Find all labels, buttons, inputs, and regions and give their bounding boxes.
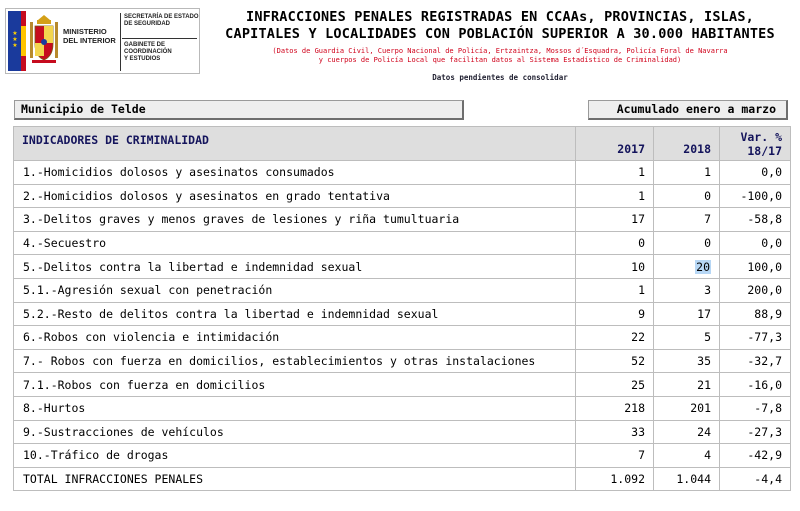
indicator-cell: 10.-Tráfico de drogas <box>13 443 576 468</box>
value-2018-cell: 20 <box>653 254 720 279</box>
indicator-cell: 7.- Robos con fuerza en domicilios, esta… <box>13 348 576 374</box>
value-2017-cell: 52 <box>575 348 654 374</box>
value-2017-cell: 7 <box>575 443 654 468</box>
page-subtitle: (Datos de Guardia Civil, Cuerpo Nacional… <box>272 47 728 64</box>
value-2018-cell: 1.044 <box>653 466 720 492</box>
coat-of-arms-icon <box>30 15 58 63</box>
column-header-variation: Var. % 18/17 <box>719 126 791 161</box>
table-row: 6.-Robos con violencia e intimidación 22 5… <box>13 325 791 350</box>
variation-cell: -7,8 <box>719 395 791 421</box>
value-2018-cell: 7 <box>653 207 720 232</box>
column-header-2017: 2017 <box>575 126 654 161</box>
table-row: 5.2.-Resto de delitos contra la libertad… <box>13 301 791 327</box>
indicator-cell: 2.-Homicidios dolosos y asesinatos en gr… <box>13 183 576 209</box>
variation-cell: -42,9 <box>719 443 791 468</box>
indicator-cell: 5.-Delitos contra la libertad e indemnid… <box>13 254 576 279</box>
spain-flag-icon <box>21 11 26 71</box>
value-2017-cell: 0 <box>575 230 654 256</box>
indicator-cell: 9.-Sustracciones de vehículos <box>13 419 576 445</box>
indicator-cell: 7.1.-Robos con fuerza en domicilios <box>13 372 576 397</box>
crime-indicators-table: INDICADORES DE CRIMINALIDAD 2017 2018 Va… <box>13 126 791 492</box>
value-2017-cell: 10 <box>575 254 654 279</box>
variation-cell: 0,0 <box>719 230 791 256</box>
value-2017-cell: 33 <box>575 419 654 445</box>
value-2017-cell: 1 <box>575 277 654 303</box>
page-title: INFRACCIONES PENALES REGISTRADAS EN CCAA… <box>225 9 775 42</box>
value-2017-cell: 1 <box>575 160 654 185</box>
variation-cell: -58,8 <box>719 207 791 232</box>
secretaria-name: SECRETARÍA DE ESTADO DE SEGURIDAD <box>124 14 199 27</box>
table-row: 10.-Tráfico de drogas 7 4 -42,9 <box>13 443 791 468</box>
value-2017-cell: 218 <box>575 395 654 421</box>
eu-flag-icon: ★ ★ ★ <box>8 11 21 71</box>
value-2017-cell: 1.092 <box>575 466 654 492</box>
value-2018-cell: 21 <box>653 372 720 397</box>
value-2017-cell: 9 <box>575 301 654 327</box>
pending-note: Datos pendientes de consolidar <box>432 73 568 82</box>
table-row: 5.-Delitos contra la libertad e indemnid… <box>13 254 791 279</box>
table-row: 5.1.-Agresión sexual con penetración 1 3 20… <box>13 277 791 303</box>
ministry-logo: ★ ★ ★ MINISTERIO DEL INTERIOR SECRETARÍA D… <box>5 8 200 74</box>
table-header-row: INDICADORES DE CRIMINALIDAD 2017 2018 Va… <box>13 126 791 161</box>
indicator-cell: TOTAL INFRACCIONES PENALES <box>13 466 576 492</box>
value-2018-cell: 35 <box>653 348 720 374</box>
variation-cell: -77,3 <box>719 325 791 350</box>
ministry-name: MINISTERIO DEL INTERIOR <box>63 27 116 45</box>
table-row: 4.-Secuestro 0 0 0,0 <box>13 230 791 256</box>
value-2018-cell: 5 <box>653 325 720 350</box>
value-2018-cell: 17 <box>653 301 720 327</box>
variation-cell: 88,9 <box>719 301 791 327</box>
column-header-2018: 2018 <box>653 126 720 161</box>
variation-cell: 100,0 <box>719 254 791 279</box>
value-2018-cell: 24 <box>653 419 720 445</box>
value-2017-cell: 17 <box>575 207 654 232</box>
table-row: 7.- Robos con fuerza en domicilios, esta… <box>13 348 791 374</box>
value-2018-cell: 4 <box>653 443 720 468</box>
table-row: 1.-Homicidios dolosos y asesinatos consu… <box>13 160 791 185</box>
value-2018-cell: 0 <box>653 183 720 209</box>
indicator-cell: 6.-Robos con violencia e intimidación <box>13 325 576 350</box>
indicator-cell: 5.2.-Resto de delitos contra la libertad… <box>13 301 576 327</box>
table-row: 3.-Delitos graves y menos graves de lesi… <box>13 207 791 232</box>
table-row: 9.-Sustracciones de vehículos 33 24 -27,3 <box>13 419 791 445</box>
indicator-cell: 3.-Delitos graves y menos graves de lesi… <box>13 207 576 232</box>
value-2018-cell: 1 <box>653 160 720 185</box>
municipality-label: Municipio de Telde <box>14 100 464 120</box>
indicator-cell: 5.1.-Agresión sexual con penetración <box>13 277 576 303</box>
period-label: Acumulado enero a marzo <box>588 100 788 120</box>
variation-cell: -16,0 <box>719 372 791 397</box>
indicator-cell: 1.-Homicidios dolosos y asesinatos consu… <box>13 160 576 185</box>
table-row: TOTAL INFRACCIONES PENALES 1.092 1.044 -4,4 <box>13 466 791 492</box>
indicator-cell: 8.-Hurtos <box>13 395 576 421</box>
variation-cell: -4,4 <box>719 466 791 492</box>
table-row: 7.1.-Robos con fuerza en domicilios 25 21-… <box>13 372 791 397</box>
value-2018-cell: 3 <box>653 277 720 303</box>
variation-cell: -100,0 <box>719 183 791 209</box>
column-header-indicator: INDICADORES DE CRIMINALIDAD <box>13 126 576 161</box>
table-row: 8.-Hurtos 218 201 -7,8 <box>13 395 791 421</box>
variation-cell: 0,0 <box>719 160 791 185</box>
variation-cell: -27,3 <box>719 419 791 445</box>
value-2017-cell: 1 <box>575 183 654 209</box>
variation-cell: 200,0 <box>719 277 791 303</box>
table-row: 2.-Homicidios dolosos y asesinatos en gr… <box>13 183 791 209</box>
variation-cell: -32,7 <box>719 348 791 374</box>
indicator-cell: 4.-Secuestro <box>13 230 576 256</box>
value-2017-cell: 22 <box>575 325 654 350</box>
value-2018-cell: 201 <box>653 395 720 421</box>
value-2017-cell: 25 <box>575 372 654 397</box>
selected-value: 20 <box>695 259 711 274</box>
gabinete-name: GABINETE DE COORDINACIÓN Y ESTUDIOS <box>124 42 172 62</box>
value-2018-cell: 0 <box>653 230 720 256</box>
